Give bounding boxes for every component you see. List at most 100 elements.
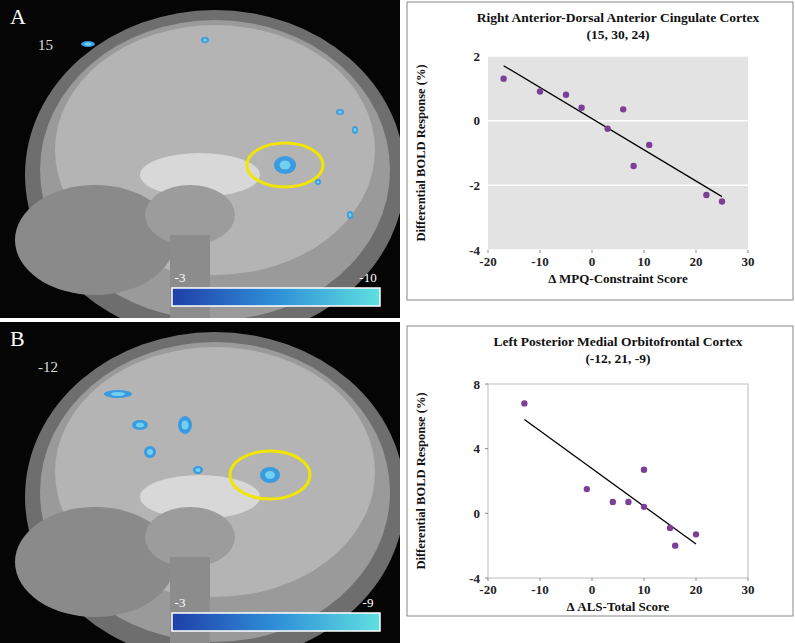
tick-mark [488,250,489,253]
tick-mark [485,448,488,449]
activation-blob [132,420,148,430]
tick-mark [488,578,489,581]
brain-panel: A 15 -3 -10 [0,0,405,340]
data-point [620,106,626,112]
plot-area [488,56,748,250]
activation-blob [201,37,209,43]
x-tick-label: 10 [638,254,651,269]
plot-marks [500,66,725,205]
data-point [500,75,506,81]
activation-core [338,111,342,114]
figure: A 15 -3 -10 B -12 -3 -9 Right Anterior-Dorsal An… [0,0,795,643]
plot-area [488,384,748,578]
activation-blob [315,179,321,185]
tick-mark [696,578,697,581]
tick-mark [485,513,488,514]
x-tick-label: 0 [589,254,596,269]
x-tick-label: 0 [589,582,596,597]
y-tick-label: 8 [474,377,481,392]
colorbar-tick: -9 [363,595,374,610]
y-axis-label: Differential BOLD Response (%) [414,392,428,569]
colorbar [172,288,380,306]
panel-label: B [10,326,25,351]
data-point [693,531,699,537]
activation-blob [178,416,192,434]
grid-line [488,120,748,122]
activation-core [196,468,201,472]
chart-title: Right Anterior-Dorsal Anterior Cingulate… [477,10,760,25]
activation-core [203,39,207,42]
colorbar [172,613,380,631]
x-tick-label: 20 [690,582,703,597]
brain-panel: B -12 -3 -9 [0,322,405,643]
tick-mark [540,578,541,581]
data-point [625,499,631,505]
activation-core [111,392,125,396]
x-tick-label: -10 [531,254,548,269]
tick-mark [644,578,645,581]
data-point [641,466,647,472]
colorbar-tick: -3 [175,270,186,285]
chart-frame [407,2,793,300]
activation-blob [336,109,344,115]
activation-blob [81,41,95,47]
tick-mark [485,384,488,385]
panel-label: A [10,4,26,29]
data-point [563,92,569,98]
highlight-ring [247,143,323,187]
y-tick-label: -2 [469,178,480,193]
highlight-ring [230,451,310,499]
data-point [604,126,610,132]
colorbar-tick: -10 [359,270,376,285]
x-tick-label: 20 [690,254,703,269]
activation-core [349,213,352,217]
slice-label: 15 [38,37,53,53]
activation-core [280,161,291,170]
activation-core [147,449,153,455]
y-tick-label: 4 [474,441,481,456]
y-axis-label: Differential BOLD Response (%) [414,64,428,241]
data-point [641,504,647,510]
activation-core [265,471,275,479]
x-tick-label: -20 [479,254,496,269]
activation-core [182,421,189,430]
data-point [667,525,673,531]
grid-line [488,249,748,251]
activation-core [85,43,92,46]
tick-mark [540,250,541,253]
x-axis-label: Δ MPQ-Constraint Score [548,271,688,286]
chart-subtitle: (15, 30, 24) [587,27,650,42]
y-tick-label: 0 [474,506,481,521]
trend-line [504,66,722,197]
tick-mark [748,578,749,581]
data-point [584,486,590,492]
chart-title: Left Posterior Medial Orbitofrontal Cort… [493,334,742,349]
head [15,332,400,643]
data-point [672,542,678,548]
activation-blob [144,446,156,458]
activation-blob [352,126,358,134]
data-point [578,105,584,111]
x-tick-label: 30 [742,582,755,597]
x-tick-label: 10 [638,582,651,597]
activation-blob [347,211,353,219]
activation-blob [104,390,132,398]
chart: Right Anterior-Dorsal Anterior Cingulate… [407,2,793,300]
activation-blob [260,467,280,483]
x-tick-label: 30 [742,254,755,269]
grid-line [488,55,748,57]
tick-mark [696,250,697,253]
chart-subtitle: (-12, 21, -9) [585,351,650,366]
data-point [646,142,652,148]
activation-core [354,128,357,132]
slice-label: -12 [38,359,58,375]
tick-mark [644,250,645,253]
data-point [521,400,527,406]
trend-line [524,420,696,544]
activation-core [136,423,144,428]
colorbar-tick: -3 [175,595,186,610]
grid-line [488,185,748,187]
data-point [610,499,616,505]
x-tick-label: -10 [531,582,548,597]
data-point [630,163,636,169]
